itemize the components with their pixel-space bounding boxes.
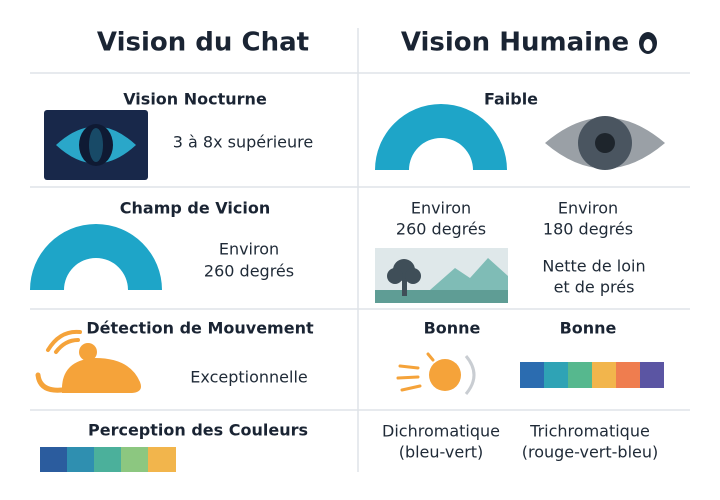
mouse-icon: [35, 329, 141, 393]
human-value: Bonne: [424, 319, 481, 338]
human-value: Dichromatique: [382, 422, 500, 441]
human-value: (bleu-vert): [399, 443, 484, 462]
human-value: Bonne: [560, 319, 617, 338]
human-value: et de prés: [554, 278, 635, 297]
row-label: Détection de Mouvement: [86, 319, 314, 338]
human-value: (rouge-vert-bleu): [522, 443, 659, 462]
row-value: Environ: [219, 240, 279, 259]
row-value: 260 degrés: [204, 262, 294, 281]
arc-icon: [375, 104, 507, 170]
row-label: Faible: [484, 90, 538, 109]
human-eye-icon: [545, 116, 665, 170]
arc-icon: [30, 224, 162, 290]
header-left: Vision du Chat: [97, 28, 309, 58]
landscape-icon: [375, 248, 508, 303]
human-value: 180 degrés: [543, 220, 633, 239]
row-label: Champ de Vicion: [120, 199, 270, 218]
cat-eye-icon: [44, 110, 148, 180]
row-value: Exceptionnelle: [190, 368, 307, 387]
human-value: Environ: [411, 199, 471, 218]
human-value: Trichromatique: [529, 422, 650, 441]
row-value: 3 à 8x supérieure: [173, 133, 313, 152]
human-value: 260 degrés: [396, 220, 486, 239]
human-value: Nette de loin: [542, 257, 645, 276]
row-label: Vision Nocturne: [123, 90, 267, 109]
row-label: Perception des Couleurs: [88, 421, 308, 440]
human-value: Environ: [558, 199, 618, 218]
color-spectrum: [40, 447, 176, 472]
sun-icon: [396, 352, 476, 395]
eye-icon: [639, 32, 657, 54]
header-right: Vision Humaine: [401, 28, 629, 58]
color-spectrum: [520, 362, 664, 388]
